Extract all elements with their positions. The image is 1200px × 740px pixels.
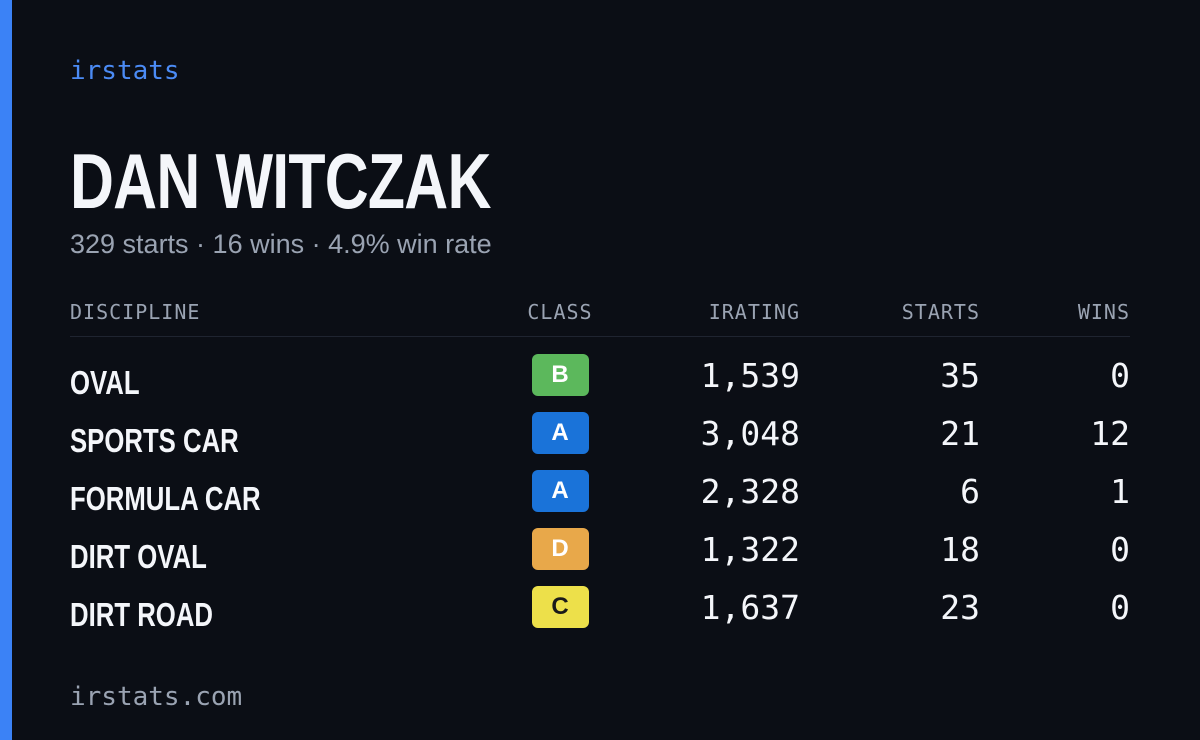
column-header: STARTS [901, 300, 980, 324]
irating: 3,048 [700, 414, 800, 453]
header-rule [70, 336, 1130, 337]
class-badge: A [531, 470, 589, 512]
starts: 21 [940, 414, 980, 453]
discipline: SPORTS CAR [70, 422, 239, 459]
class-badge: D [531, 528, 589, 570]
starts: 6 [960, 472, 980, 511]
class-badge: A [531, 412, 589, 454]
wins: 0 [1110, 588, 1130, 627]
column-header: DISCIPLINE [70, 300, 201, 324]
irating: 1,322 [700, 530, 800, 569]
discipline: DIRT OVAL [70, 538, 207, 575]
irating: 2,328 [700, 472, 800, 511]
starts: 18 [940, 530, 980, 569]
irating: 1,637 [700, 588, 800, 627]
driver-name: DAN WITCZAK [70, 137, 491, 225]
irating: 1,539 [700, 356, 800, 395]
discipline: DIRT ROAD [70, 596, 213, 633]
column-header: WINS [1077, 300, 1130, 324]
class-badge: B [531, 354, 589, 396]
wins: 12 [1090, 414, 1130, 453]
discipline: FORMULA CAR [70, 480, 261, 517]
wins: 0 [1110, 356, 1130, 395]
discipline: OVAL [70, 364, 140, 401]
starts: 35 [940, 356, 980, 395]
wins: 0 [1110, 530, 1130, 569]
brand: irstats [70, 56, 180, 86]
accent-bar [0, 0, 12, 740]
wins: 1 [1110, 472, 1130, 511]
footer: irstats.com [70, 682, 243, 712]
column-header: IRATING [708, 300, 800, 324]
column-header: CLASS [527, 300, 593, 324]
driver-summary: 329 starts · 16 wins · 4.9% win rate [70, 229, 492, 259]
class-badge: C [531, 586, 589, 628]
starts: 23 [940, 588, 980, 627]
